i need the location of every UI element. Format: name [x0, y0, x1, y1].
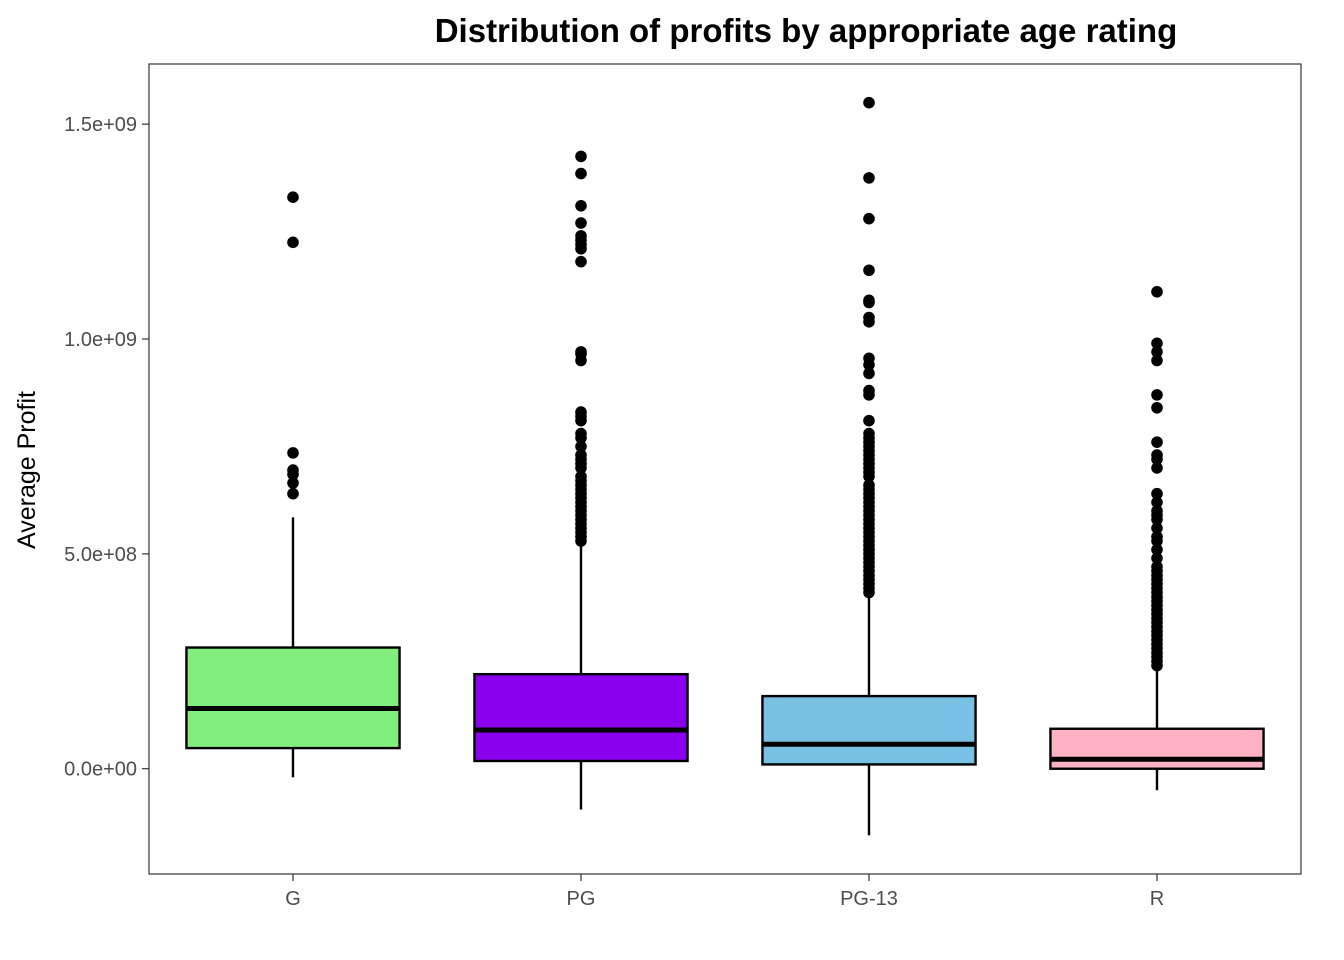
outlier-point	[287, 477, 299, 489]
x-axis: G PG PG-13 R	[285, 874, 1164, 910]
outlier-point	[1151, 401, 1163, 414]
outlier-point	[863, 212, 875, 225]
x-tick-label: PG-13	[840, 888, 898, 910]
box-group-pg	[473, 150, 689, 810]
outlier-point	[863, 414, 875, 427]
iqr-box	[761, 694, 977, 766]
outlier-point	[575, 440, 587, 453]
outlier-point	[1151, 496, 1163, 509]
outlier-point	[1151, 462, 1163, 474]
outlier-point	[863, 389, 875, 401]
outlier-point	[863, 358, 875, 371]
outlier-point	[863, 264, 875, 277]
x-tick-label: PG	[567, 888, 596, 910]
outlier-point	[863, 586, 875, 599]
y-axis: 0.0e+00 5.0e+08 1.0e+09 1.5e+09	[64, 114, 149, 781]
x-tick-label: R	[1150, 888, 1164, 910]
outlier-point	[575, 167, 587, 180]
boxes-layer	[185, 96, 1265, 836]
outlier-point	[575, 242, 587, 255]
outlier-point	[1151, 453, 1163, 466]
outlier-point	[575, 432, 587, 444]
x-tick-label: G	[285, 888, 301, 910]
outlier-point	[287, 236, 299, 249]
outlier-point	[575, 354, 587, 367]
outlier-point	[575, 255, 587, 268]
outlier-point	[575, 462, 587, 474]
outlier-point	[575, 217, 587, 229]
outlier-point	[1151, 552, 1163, 564]
outlier-point	[863, 367, 875, 380]
outlier-point	[287, 487, 299, 500]
outlier-point	[575, 200, 587, 212]
y-tick-label: 1.5e+09	[64, 114, 137, 136]
outlier-point	[287, 447, 299, 459]
iqr-box	[1049, 727, 1265, 770]
iqr-box	[185, 646, 401, 750]
box-group-g	[185, 191, 401, 778]
iqr-box	[473, 672, 689, 763]
outlier-point	[1151, 513, 1163, 526]
outlier-point	[1151, 487, 1163, 500]
outlier-point	[575, 535, 587, 547]
outlier-point	[1151, 285, 1163, 298]
outlier-point	[1151, 543, 1163, 556]
outlier-point	[1151, 535, 1163, 547]
outlier-point	[1151, 522, 1163, 534]
outlier-point	[287, 468, 299, 481]
outlier-point	[287, 191, 299, 204]
outlier-point	[863, 296, 875, 309]
box-group-pg-13	[761, 96, 977, 836]
outlier-point	[1151, 389, 1163, 401]
y-tick-label: 0.0e+00	[64, 759, 137, 781]
y-tick-label: 1.0e+09	[64, 329, 137, 351]
outlier-point	[1151, 346, 1163, 358]
box-group-r	[1049, 285, 1265, 791]
y-tick-label: 5.0e+08	[64, 544, 137, 566]
outlier-point	[1151, 337, 1163, 350]
outlier-point	[863, 172, 875, 184]
chart-title: Distribution of profits by appropriate a…	[435, 12, 1178, 49]
outlier-point	[575, 150, 587, 163]
outlier-point	[863, 470, 875, 483]
outlier-point	[863, 96, 875, 109]
outlier-point	[575, 414, 587, 427]
outlier-point	[1151, 354, 1163, 367]
outlier-point	[863, 316, 875, 328]
y-axis-title: Average Profit	[13, 391, 41, 549]
outlier-point	[1151, 436, 1163, 448]
outlier-point	[1151, 659, 1163, 672]
